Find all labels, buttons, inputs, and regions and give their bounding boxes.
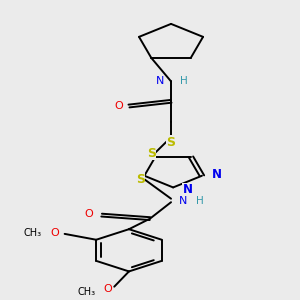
Text: N: N <box>212 168 222 181</box>
Text: S: S <box>167 136 176 149</box>
Text: O: O <box>51 228 60 238</box>
Text: N: N <box>156 76 165 86</box>
Text: CH₃: CH₃ <box>23 228 41 238</box>
Text: O: O <box>103 284 112 294</box>
Text: CH₃: CH₃ <box>77 287 95 297</box>
Text: H: H <box>196 196 204 206</box>
Text: N: N <box>183 183 193 196</box>
Text: H: H <box>180 76 188 86</box>
Text: N: N <box>178 196 187 206</box>
Text: S: S <box>136 173 145 186</box>
Text: S: S <box>147 147 156 160</box>
Text: O: O <box>114 101 123 111</box>
Text: O: O <box>85 209 93 219</box>
